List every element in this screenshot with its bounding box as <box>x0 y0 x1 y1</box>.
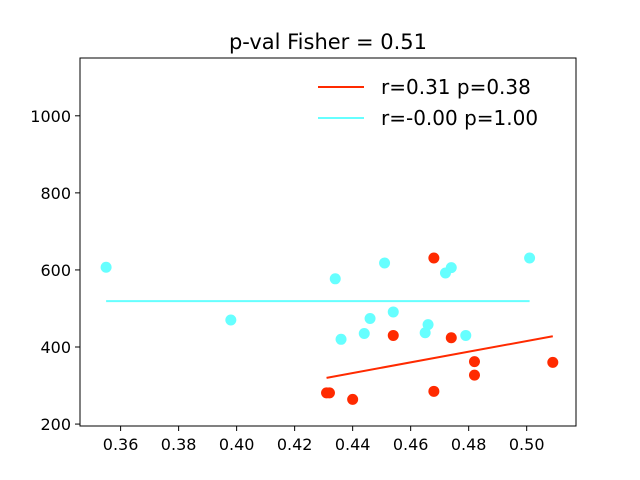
data-point-series-0-8 <box>468 369 480 381</box>
legend: r=0.31 p=0.38 r=-0.00 p=1.00 <box>318 75 538 130</box>
data-point-series-0-5 <box>428 385 440 397</box>
data-point-series-0-1 <box>323 387 335 399</box>
data-point-series-1-0 <box>100 261 112 273</box>
y-tick-label: 400 <box>40 338 71 357</box>
axes-frame <box>79 57 577 427</box>
data-point-series-1-1 <box>225 314 237 326</box>
data-point-series-0-9 <box>547 356 559 368</box>
y-tick-label: 200 <box>40 415 71 434</box>
data-point-series-1-5 <box>364 312 376 324</box>
data-point-series-1-3 <box>335 333 347 345</box>
chart-title: p-val Fisher = 0.51 <box>229 30 427 54</box>
data-point-series-0-4 <box>428 252 440 264</box>
axes-border <box>79 57 577 427</box>
data-point-series-0-6 <box>445 332 457 344</box>
x-tick-label: 0.46 <box>393 435 429 454</box>
data-point-series-1-11 <box>445 262 457 274</box>
y-tick-label: 800 <box>40 184 71 203</box>
x-tick-label: 0.38 <box>161 435 197 454</box>
data-point-series-1-13 <box>524 252 536 264</box>
y-tick-label: 1000 <box>30 107 71 126</box>
axis-ticks: 0.36 0.38 0.40 0.42 0.44 0.46 0.48 0.50 200 400 60… <box>30 107 544 454</box>
plot-area <box>100 252 559 405</box>
data-point-series-0-3 <box>387 329 399 341</box>
data-point-series-1-4 <box>358 328 370 340</box>
x-tick-label: 0.48 <box>451 435 487 454</box>
x-tick-label: 0.36 <box>103 435 139 454</box>
data-point-series-0-7 <box>468 356 480 368</box>
data-point-series-1-7 <box>387 306 399 318</box>
y-tick-label: 600 <box>40 261 71 280</box>
data-point-series-1-12 <box>460 329 472 341</box>
x-tick-label: 0.44 <box>335 435 371 454</box>
legend-label-series-0: r=0.31 p=0.38 <box>381 75 531 99</box>
fit-line-series-0 <box>326 335 553 379</box>
x-tick-label: 0.40 <box>219 435 255 454</box>
legend-label-series-1: r=-0.00 p=1.00 <box>381 106 538 130</box>
data-point-series-0-2 <box>347 393 359 405</box>
data-point-series-1-9 <box>422 319 434 331</box>
data-point-series-1-2 <box>329 273 341 285</box>
x-tick-label: 0.42 <box>277 435 313 454</box>
x-tick-label: 0.50 <box>509 435 545 454</box>
data-point-series-1-6 <box>379 257 391 269</box>
